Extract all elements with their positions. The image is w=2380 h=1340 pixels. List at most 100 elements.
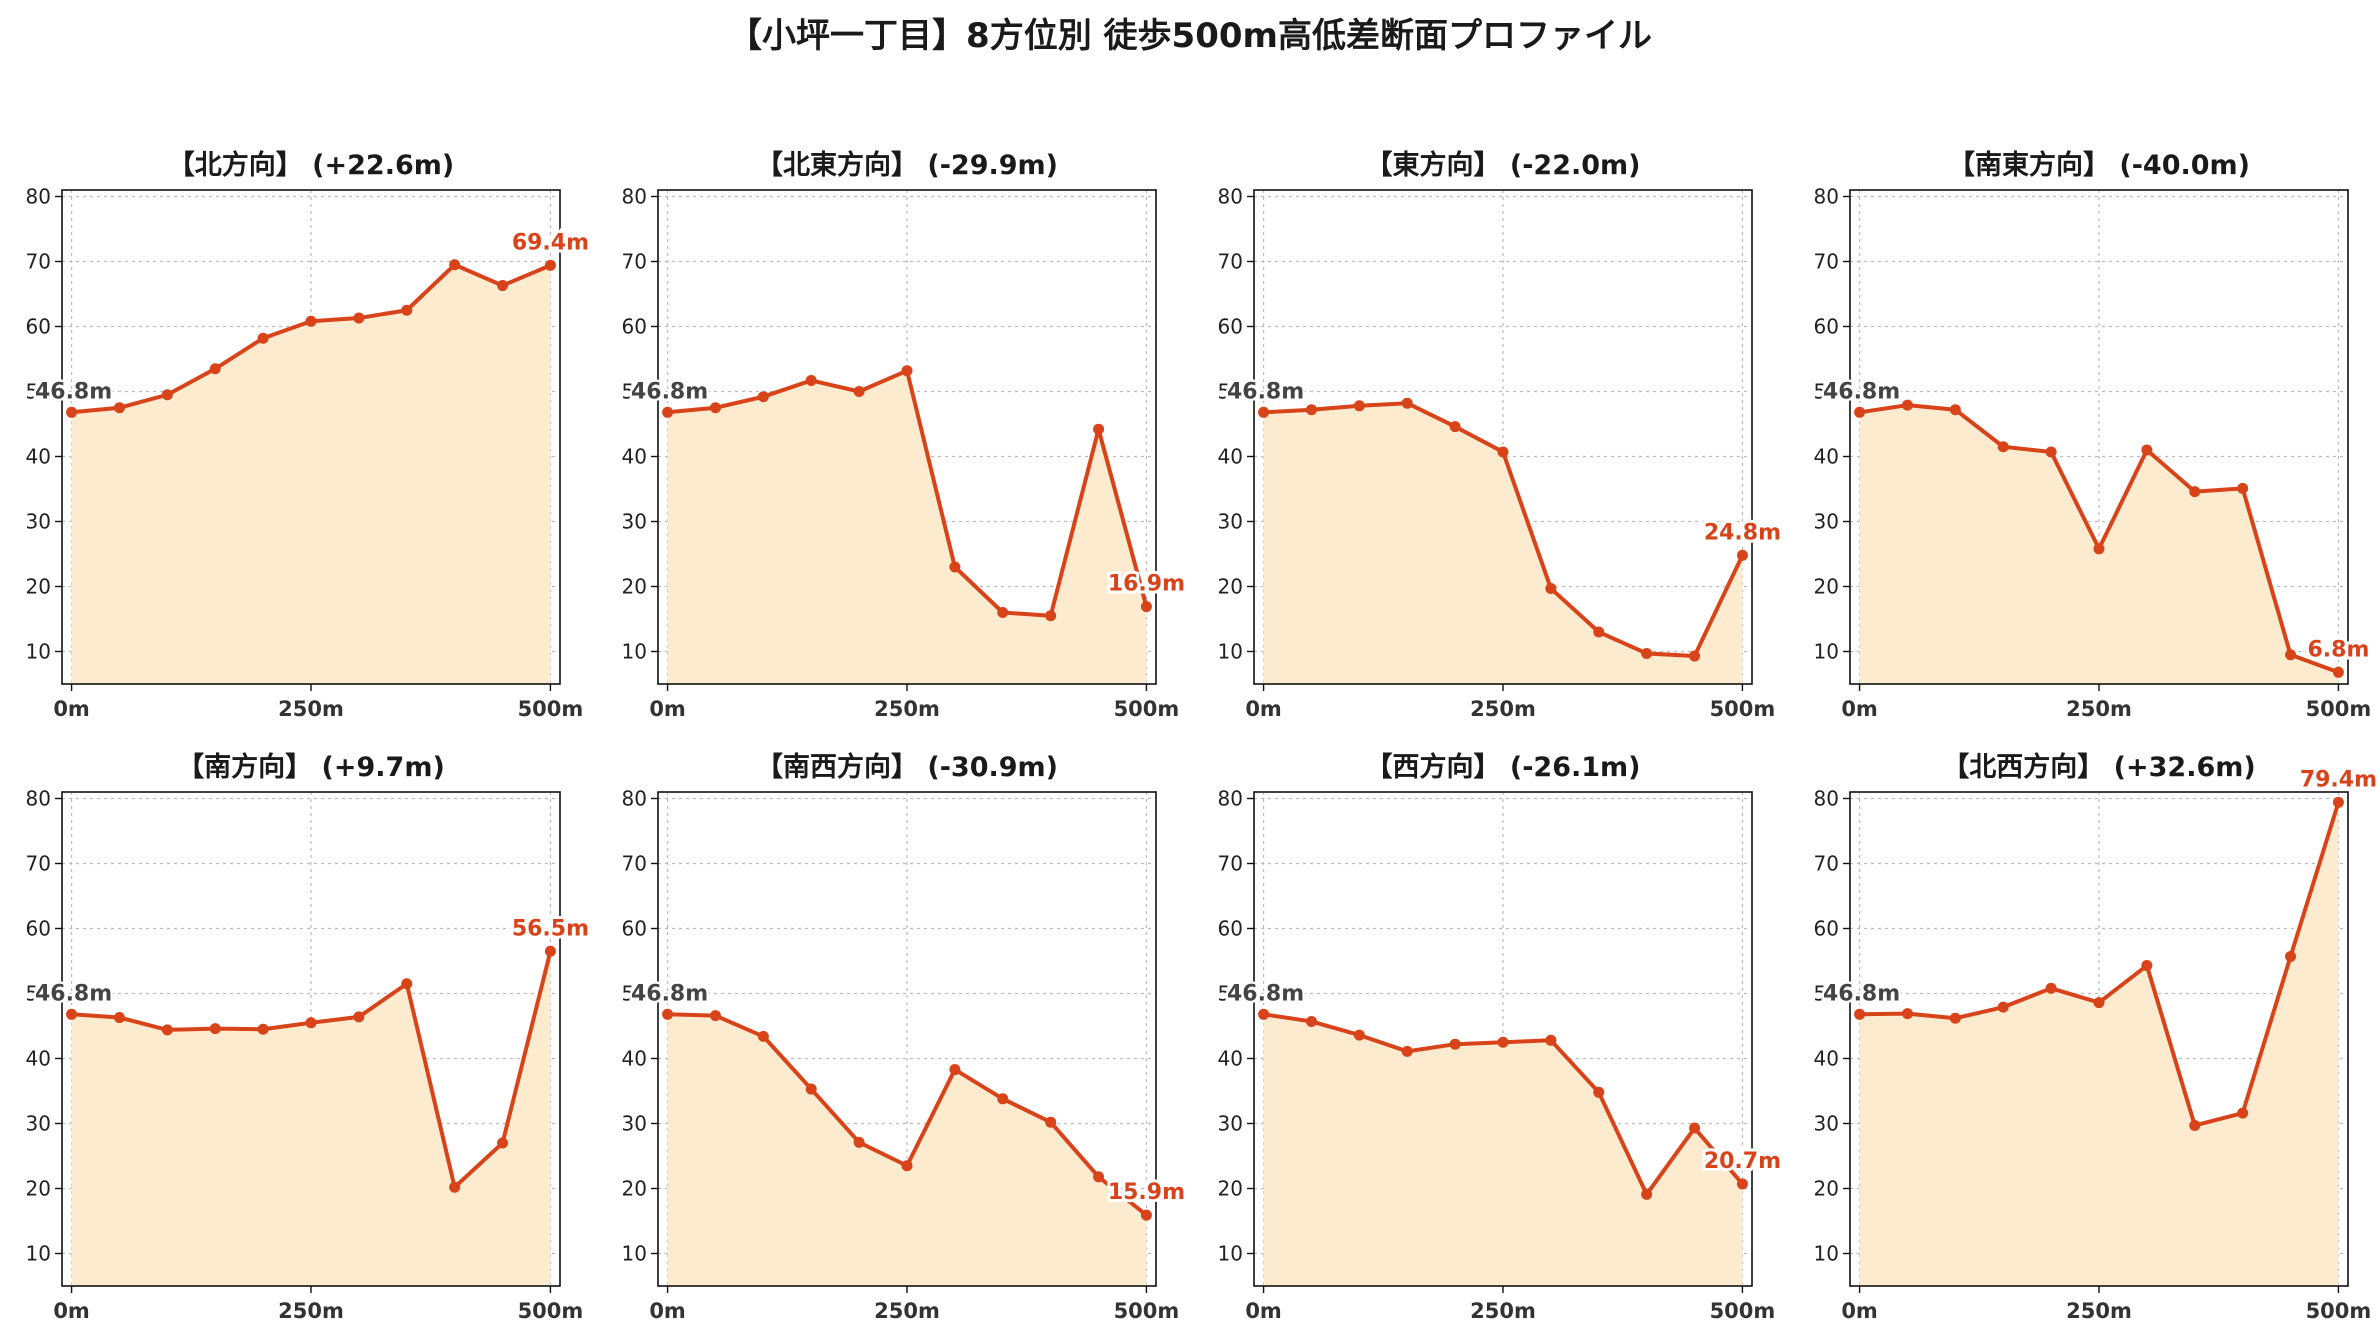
data-point	[2285, 950, 2297, 962]
x-tick-label: 250m	[2066, 697, 2132, 721]
y-tick-label: 70	[1218, 852, 1243, 876]
chart-panel-0: 【北方向】 (+22.6m) 10 20 30 40 50 60 70 80 0m 250m 500m…	[26, 149, 592, 721]
y-tick-label: 50	[622, 982, 647, 1006]
x-tick-label: 500m	[1114, 697, 1180, 721]
data-point	[853, 1136, 865, 1148]
data-point	[1497, 1036, 1509, 1048]
x-tick-label: 500m	[2306, 1299, 2372, 1323]
data-point	[305, 1017, 317, 1029]
x-tick-label: 500m	[1710, 1299, 1776, 1323]
y-tick-label: 40	[622, 445, 647, 469]
y-tick-label: 80	[1814, 185, 1839, 209]
elevation-area	[1263, 1014, 1743, 1286]
y-tick-label: 40	[26, 1047, 51, 1071]
data-point	[544, 945, 556, 957]
data-point	[1093, 423, 1105, 435]
y-tick-label: 10	[622, 640, 647, 664]
x-tick-label: 500m	[518, 1299, 584, 1323]
data-point	[1593, 1086, 1605, 1098]
data-point	[113, 402, 125, 414]
chart-panel-2: 【東方向】 (-22.0m) 10 20 30 40 50 60 70 80 0m 250m 500m…	[1218, 149, 1784, 721]
end-elevation-label: 20.7m	[1704, 1149, 1781, 1174]
data-point	[757, 391, 769, 403]
data-point	[449, 1181, 461, 1193]
chart-title: 【西方向】 (-26.1m)	[1365, 751, 1640, 783]
y-tick-label: 50	[1218, 982, 1243, 1006]
chart-title: 【南方向】 (+9.7m)	[177, 751, 445, 783]
y-tick-label: 80	[622, 787, 647, 811]
data-point	[1449, 421, 1461, 433]
elevation-area	[1859, 802, 2339, 1286]
end-elevation-label: 24.8m	[1704, 520, 1781, 545]
y-tick-label: 30	[1814, 510, 1839, 534]
y-tick-label: 10	[1218, 640, 1243, 664]
y-tick-label: 10	[26, 1242, 51, 1266]
data-point	[305, 315, 317, 327]
y-tick-label: 30	[1218, 1112, 1243, 1136]
data-point	[853, 386, 865, 397]
y-tick-label: 60	[1814, 315, 1839, 339]
data-point	[353, 312, 365, 324]
data-point	[2237, 482, 2249, 494]
y-tick-label: 70	[1814, 250, 1839, 274]
data-point	[1093, 1171, 1105, 1183]
data-point	[757, 1030, 769, 1042]
data-point	[1305, 1015, 1317, 1027]
chart-panel-1: 【北東方向】 (-29.9m) 10 20 30 40 50 60 70 80 0m 250m 500…	[622, 149, 1188, 721]
x-tick-label: 250m	[278, 1299, 344, 1323]
y-tick-label: 10	[622, 1242, 647, 1266]
data-point	[1140, 1209, 1152, 1221]
y-tick-label: 50	[1814, 982, 1839, 1006]
data-point	[901, 1160, 913, 1172]
y-tick-label: 80	[622, 185, 647, 209]
y-tick-label: 70	[622, 250, 647, 274]
data-point	[401, 304, 413, 316]
y-tick-label: 30	[622, 510, 647, 534]
y-tick-label: 40	[622, 1047, 647, 1071]
data-point	[1045, 1116, 1057, 1128]
data-point	[1949, 1012, 1961, 1024]
main-title: 【小坪一丁目】8方位別 徒歩500m高低差断面プロファイル	[728, 16, 1652, 56]
x-tick-label: 500m	[2306, 697, 2372, 721]
y-tick-label: 20	[26, 1177, 51, 1201]
data-point	[1401, 1045, 1413, 1057]
elevation-area	[71, 951, 551, 1286]
y-tick-label: 60	[1218, 917, 1243, 941]
elevation-area	[71, 264, 551, 684]
data-point	[2332, 666, 2344, 678]
y-tick-label: 70	[1814, 852, 1839, 876]
y-tick-label: 60	[622, 917, 647, 941]
data-point	[1901, 399, 1913, 411]
y-tick-label: 80	[26, 185, 51, 209]
data-point	[1353, 1029, 1365, 1041]
x-tick-label: 250m	[874, 697, 940, 721]
data-point	[161, 389, 173, 401]
data-point	[2141, 444, 2153, 456]
data-point	[66, 406, 78, 418]
elevation-area	[1263, 403, 1743, 684]
data-point	[2045, 446, 2057, 458]
start-elevation-label: 46.8m	[631, 981, 708, 1006]
data-point	[1449, 1038, 1461, 1050]
data-point	[257, 332, 269, 344]
chart-panel-6: 【西方向】 (-26.1m) 10 20 30 40 50 60 70 80 0m 250m 500m…	[1218, 751, 1784, 1323]
data-point	[1593, 626, 1605, 638]
y-tick-label: 40	[1814, 445, 1839, 469]
chart-panel-4: 【南方向】 (+9.7m) 10 20 30 40 50 60 70 80 0m 250m 500m 4…	[26, 751, 592, 1323]
x-tick-label: 500m	[1710, 697, 1776, 721]
data-point	[497, 280, 509, 292]
start-elevation-label: 46.8m	[1227, 379, 1304, 404]
data-point	[997, 1093, 1009, 1105]
x-tick-label: 250m	[278, 697, 344, 721]
data-point	[1401, 397, 1413, 409]
data-point	[2189, 1119, 2201, 1131]
y-tick-label: 30	[1218, 510, 1243, 534]
elevation-area	[667, 1014, 1147, 1286]
y-tick-label: 50	[26, 982, 51, 1006]
data-point	[662, 406, 674, 418]
data-point	[1949, 404, 1961, 416]
data-point	[1545, 582, 1557, 594]
data-point	[2141, 960, 2153, 972]
data-point	[709, 1010, 721, 1022]
y-tick-label: 20	[26, 575, 51, 599]
